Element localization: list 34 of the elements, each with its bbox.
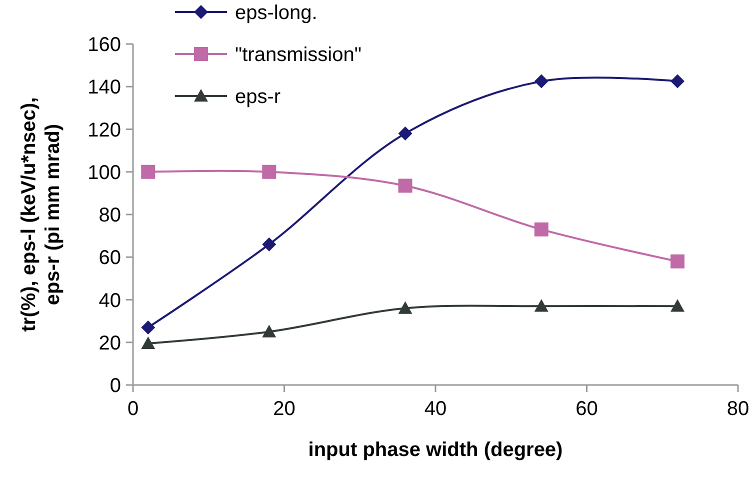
y-tick-label: 100 <box>88 162 121 184</box>
x-tick-label: 80 <box>726 398 750 420</box>
point <box>398 178 412 193</box>
point <box>398 301 412 314</box>
point <box>141 164 156 179</box>
y-tick-label: 60 <box>98 247 121 270</box>
x-tick-label: 20 <box>273 398 296 420</box>
point <box>141 320 156 334</box>
x-tick-label: 0 <box>127 398 139 420</box>
point <box>262 237 276 252</box>
point <box>262 324 276 338</box>
y-tick-label: 0 <box>110 375 121 397</box>
y-tick-label: 40 <box>98 290 121 312</box>
y-tick-label: 80 <box>98 204 121 226</box>
point <box>670 299 684 312</box>
x-tick-label: 40 <box>424 398 447 420</box>
point <box>534 222 548 236</box>
point <box>141 336 156 350</box>
y-tick-label: 160 <box>88 34 121 56</box>
point <box>398 126 412 141</box>
point <box>534 299 548 312</box>
point <box>670 254 684 268</box>
y-tick-label: 120 <box>88 119 121 142</box>
x-tick-label: 60 <box>576 398 598 420</box>
y-tick-label: 140 <box>88 76 121 99</box>
x-axis-title: input phase width (degree) <box>308 439 563 461</box>
point <box>262 164 276 179</box>
point <box>670 74 684 88</box>
legend-label: "transmission" <box>235 44 362 66</box>
legend-label: eps-r <box>235 86 281 108</box>
y-axis-title: tr(%), eps-l (keV/u*nsec), eps-r (pi mm mrad) <box>18 97 64 332</box>
y-tick-label: 20 <box>98 332 121 354</box>
point <box>534 74 548 88</box>
legend-label: eps-long. <box>235 2 318 24</box>
